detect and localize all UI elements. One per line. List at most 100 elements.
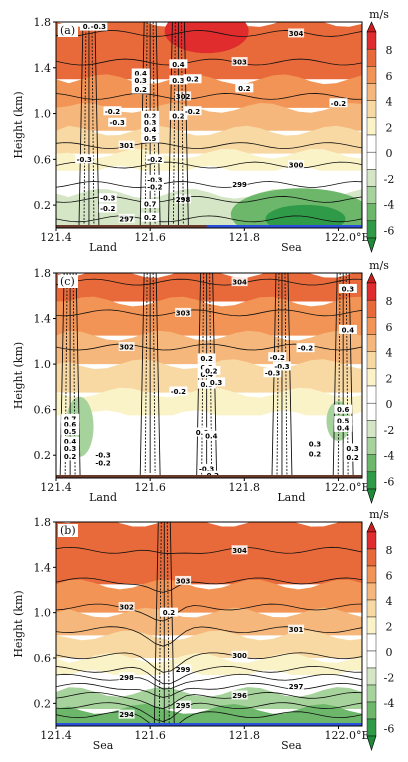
surface-label: Land	[89, 241, 117, 254]
velocity-label-bg	[183, 74, 202, 84]
velocity-contour-label: -0.2	[270, 354, 285, 362]
temperature-contour	[56, 665, 362, 685]
x-tick-label: 121.8	[229, 729, 261, 742]
velocity-contour-label: -0.2	[100, 205, 115, 213]
colorbar-segment	[366, 334, 377, 352]
colorbar-segment	[366, 220, 377, 239]
contour-label-bg	[288, 624, 305, 634]
velocity-label-bg	[94, 458, 113, 468]
colorbar-3: 8 6 4 2 0 -2 -4 -6 m/s	[366, 508, 395, 751]
velocity-contour-label: 0.5	[200, 381, 213, 389]
surface-strip-sea	[56, 723, 362, 726]
contour-label-bg	[231, 57, 248, 67]
colorbar-segment	[366, 701, 377, 720]
colorbar-segment	[366, 667, 377, 686]
colorbar-tick-label: 2	[386, 121, 393, 134]
velocity-label-bg	[183, 106, 202, 116]
velocity-contour	[75, 273, 81, 478]
contour-label-bg	[288, 28, 305, 38]
velocity-contour-label: 0.3	[346, 445, 359, 453]
velocity-shading-band	[56, 630, 362, 658]
velocity-label-bg	[343, 443, 362, 453]
panel-label: (b)	[60, 524, 76, 537]
colorbar-segment	[366, 531, 377, 550]
velocity-contour	[144, 273, 148, 478]
surface-label: Land	[277, 491, 305, 504]
velocity-shading-band	[56, 296, 362, 336]
velocity-label-bg	[169, 59, 188, 69]
velocity-contour-label: -0.3	[199, 465, 214, 473]
colorbar-segment	[366, 203, 377, 222]
velocity-contour-label: -0.2	[171, 388, 186, 396]
colorbar-bottom-arrow	[366, 488, 377, 504]
temperature-contour-label: 298	[176, 196, 191, 204]
colorbar-segment	[366, 351, 377, 370]
velocity-shading-band	[56, 165, 362, 194]
colorbar-tick-label: -4	[384, 697, 395, 710]
velocity-label-bg	[131, 84, 150, 94]
velocity-contour	[152, 273, 156, 478]
temperature-contour	[56, 161, 362, 169]
velocity-label-bg	[169, 386, 188, 396]
temperature-contour	[56, 692, 362, 709]
colorbar-tick-label: 0	[386, 646, 393, 659]
velocity-contour-label: -0.3	[147, 176, 162, 184]
velocity-contour-label: 0.4	[135, 70, 148, 78]
colorbar-segment	[366, 684, 377, 703]
temperature-contour	[56, 682, 362, 698]
plot-frame	[55, 21, 363, 229]
contour-label-bg	[231, 545, 248, 555]
colorbar-segment	[366, 186, 377, 204]
temperature-contour-label: 295	[176, 702, 191, 710]
contour-label-bg	[118, 709, 135, 719]
velocity-label-bg	[61, 443, 80, 453]
colorbar-bottom-arrow	[366, 237, 377, 253]
velocity-label-bg	[263, 368, 282, 378]
colorbar-segment	[366, 582, 377, 601]
velocity-contour	[345, 273, 349, 478]
panel-label-bg	[58, 24, 78, 37]
velocity-label-bg	[338, 283, 357, 293]
x-tick-label: 122.0°E	[324, 481, 369, 494]
contour-label-bg	[231, 179, 248, 189]
chart-panel-2: 3023033040.70.60.50.40.30.2-0.3-0.2-0.20…	[12, 267, 369, 504]
x-tick-label: 121.6	[134, 729, 166, 742]
colorbar-segment	[366, 48, 377, 67]
velocity-label-bg	[197, 463, 216, 473]
velocity-label-bg	[305, 438, 324, 448]
colorbar-segment	[366, 565, 377, 584]
velocity-contour-label: 0.3	[210, 379, 223, 387]
colorbar-tick-label: 2	[386, 621, 393, 634]
velocity-contour-label: 0.2	[172, 112, 185, 120]
velocity-label-bg	[75, 154, 94, 164]
velocity-label-bg	[145, 181, 164, 191]
velocity-contour-label: 0.4	[205, 432, 218, 440]
temperature-contour	[56, 673, 362, 690]
colorbar-segment	[366, 299, 377, 318]
velocity-label-bg	[61, 413, 80, 423]
x-tick-label: 121.4	[40, 481, 72, 494]
velocity-label-bg	[329, 98, 348, 108]
temperature-contour	[56, 603, 362, 622]
x-tick-label: 122.0°E	[324, 729, 369, 742]
velocity-contour-label: -0.2	[331, 100, 346, 108]
velocity-contour-label: 0.3	[309, 440, 322, 448]
velocity-label-bg	[141, 117, 160, 127]
temperature-contour	[56, 546, 362, 554]
velocity-contour-label: 0.2	[205, 367, 218, 375]
colorbar-tick-label: -2	[384, 173, 395, 186]
velocity-label-bg	[61, 451, 80, 461]
contour-label-bg	[175, 664, 192, 674]
colorbar-segment	[366, 420, 377, 438]
plot-frame	[55, 272, 363, 479]
colorbar-unit: m/s	[369, 8, 389, 21]
velocity-contour	[166, 522, 170, 726]
velocity-contour-label: -0.3	[274, 363, 289, 371]
contour-label-bg	[175, 307, 192, 317]
panel-label: (a)	[60, 24, 75, 37]
velocity-label-bg	[141, 110, 160, 120]
velocity-label-bg	[98, 193, 117, 203]
x-tick-label: 121.4	[40, 729, 72, 742]
temperature-contour-label: 302	[176, 93, 191, 101]
velocity-contour-label: 0.6	[64, 421, 77, 429]
